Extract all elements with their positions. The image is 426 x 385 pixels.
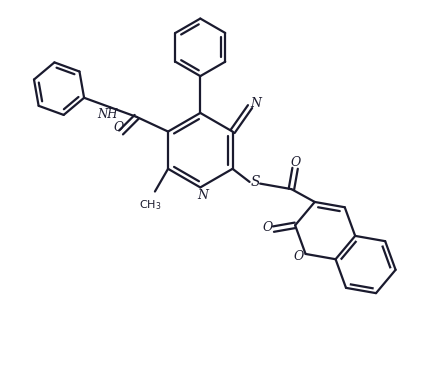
Text: O: O [114, 121, 124, 134]
Text: S: S [250, 175, 260, 189]
Text: N: N [250, 97, 261, 110]
Text: O: O [262, 221, 273, 234]
Text: NH: NH [97, 108, 118, 121]
Text: O: O [291, 156, 301, 169]
Text: N: N [197, 189, 208, 203]
Text: O: O [293, 249, 303, 263]
Text: CH$_3$: CH$_3$ [139, 198, 162, 212]
